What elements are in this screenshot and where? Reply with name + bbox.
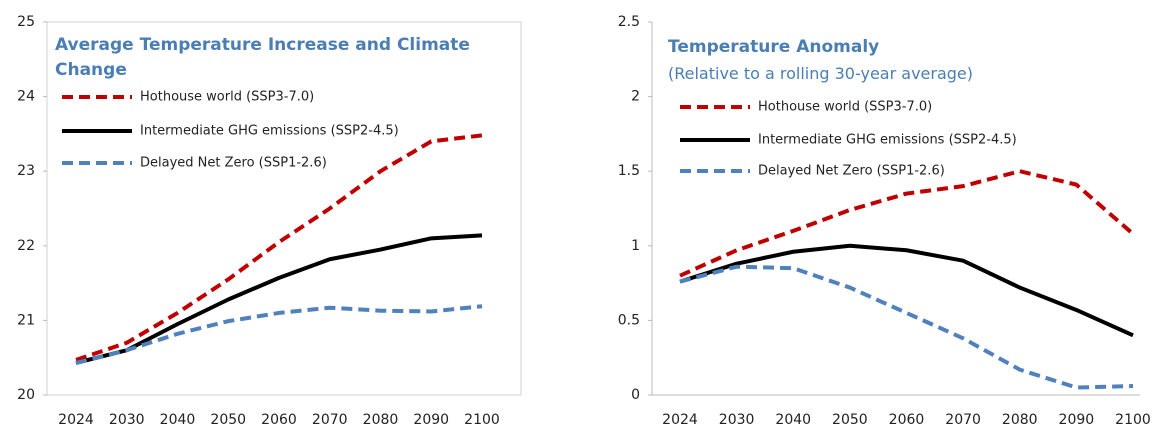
x-tick-label: 2060	[889, 412, 925, 428]
plot-frame	[46, 21, 522, 396]
y-tick-label: 0.5	[618, 312, 640, 328]
x-tick-label: 2040	[160, 412, 196, 428]
x-tick-label: 2024	[58, 412, 94, 428]
data-line	[75, 133, 483, 362]
y-tick-label: 2.5	[618, 14, 640, 30]
data-line	[679, 264, 1134, 390]
y-tick-label: 23	[17, 163, 35, 179]
x-tick-label: 2090	[1059, 412, 1095, 428]
x-tick-label: 2030	[719, 412, 755, 428]
x-tick-label: 2050	[210, 412, 246, 428]
chart-title: Average Temperature Increase and Climate…	[55, 35, 470, 80]
y-tick-label: 22	[17, 238, 35, 254]
x-tick-label: 2060	[261, 412, 297, 428]
x-tick-label: 2050	[832, 412, 868, 428]
data-line	[75, 304, 483, 365]
legend-label: Delayed Net Zero (SSP1-2.6)	[140, 156, 327, 171]
x-tick-label: 2100	[1115, 412, 1151, 428]
x-tick-label: 2030	[109, 412, 145, 428]
y-tick-label: 25	[17, 14, 35, 30]
x-tick-label: 2100	[464, 412, 500, 428]
x-tick-label: 2070	[312, 412, 348, 428]
x-tick-label: 2080	[1002, 412, 1038, 428]
x-tick-label: 2080	[363, 412, 399, 428]
legend-label: Hothouse world (SSP3-7.0)	[758, 100, 932, 115]
x-tick-label: 2090	[413, 412, 449, 428]
legend-label: Delayed Net Zero (SSP1-2.6)	[758, 164, 945, 179]
data-line	[679, 243, 1134, 338]
x-tick-label: 2024	[662, 412, 698, 428]
y-tick-label: 24	[17, 89, 35, 105]
legend-label: Hothouse world (SSP3-7.0)	[140, 90, 314, 105]
y-tick-label: 0	[631, 387, 640, 403]
data-line	[679, 169, 1135, 278]
y-tick-label: 20	[17, 387, 35, 403]
chart-subtitle: (Relative to a rolling 30-year average)	[668, 64, 973, 83]
legend-label: Intermediate GHG emissions (SSP2-4.5)	[140, 124, 399, 139]
legend-label: Intermediate GHG emissions (SSP2-4.5)	[758, 133, 1017, 148]
y-tick-label: 2	[631, 89, 640, 105]
data-line	[75, 233, 483, 365]
y-tick-label: 1	[631, 238, 640, 254]
chart-title: Temperature Anomaly	[668, 37, 880, 57]
x-tick-label: 2040	[775, 412, 811, 428]
x-tick-label: 2070	[945, 412, 981, 428]
y-tick-label: 21	[17, 312, 35, 328]
y-tick-label: 1.5	[618, 163, 640, 179]
